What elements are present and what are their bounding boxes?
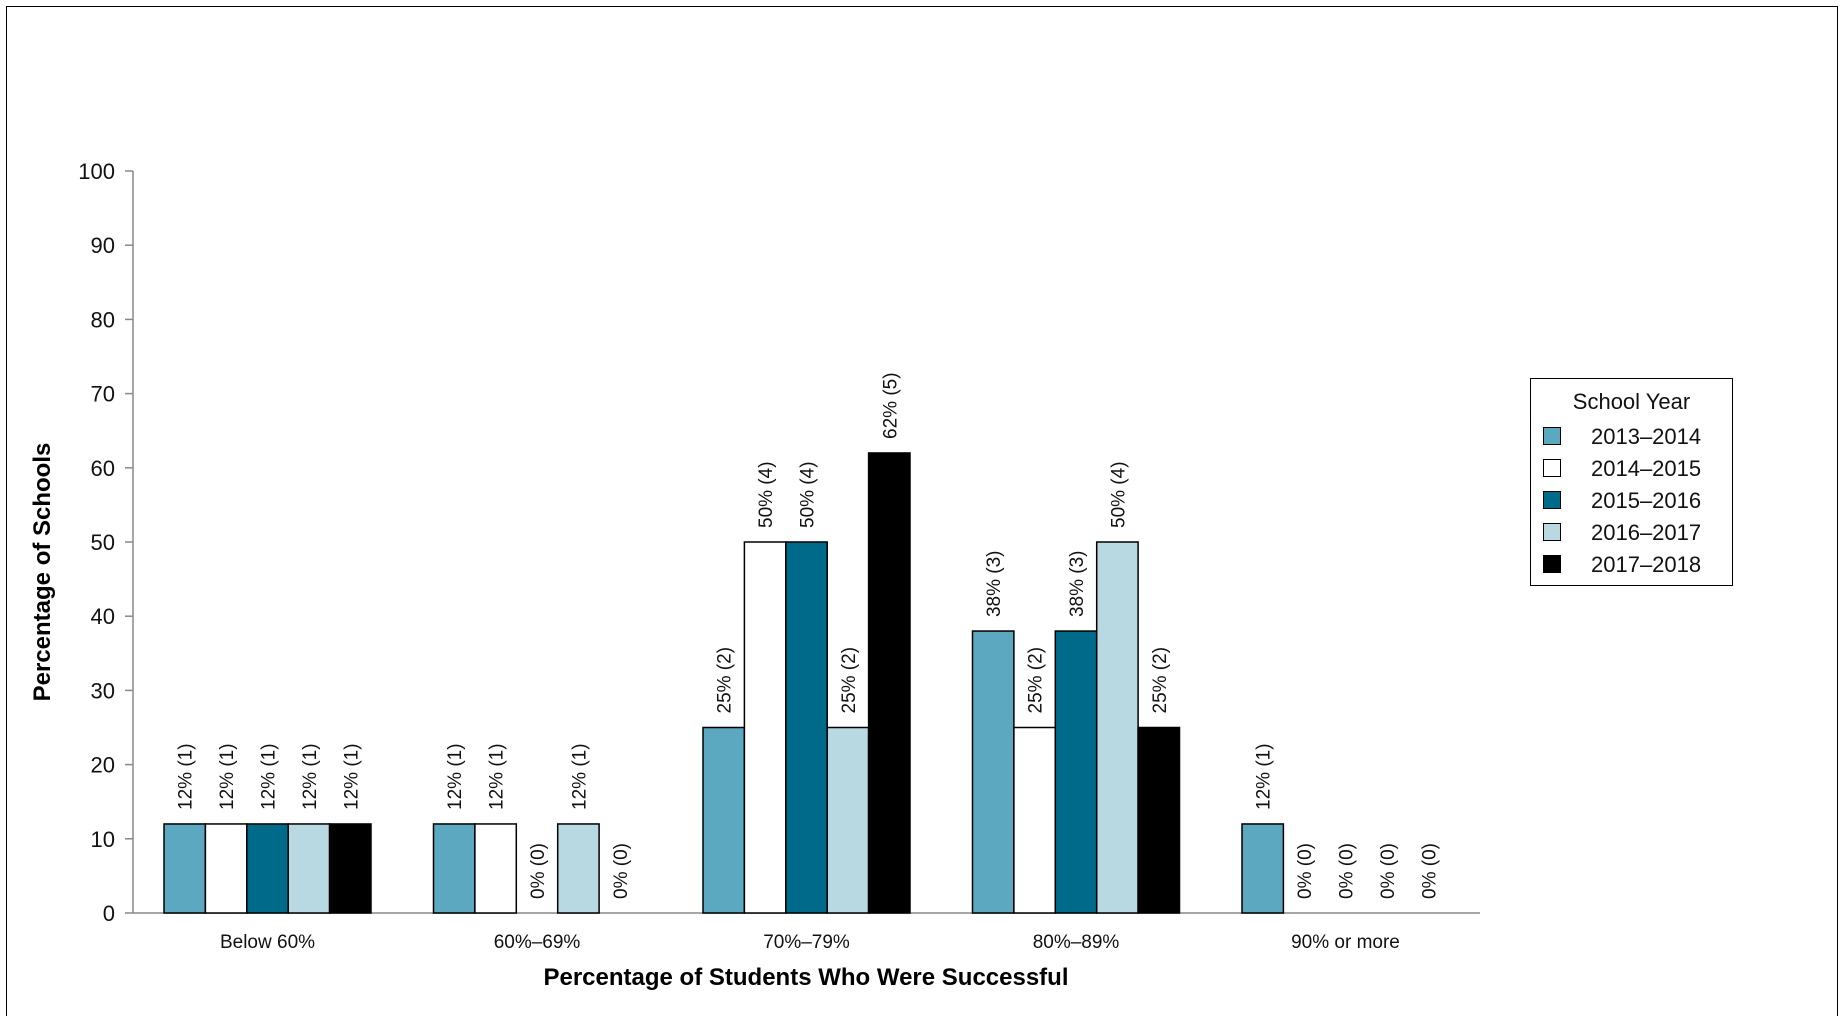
x-category-label: 60%–69% (494, 932, 581, 953)
bar-2017–2018-70%–79% (867, 452, 911, 914)
bar-2015–2016-80%–89% (1054, 630, 1098, 914)
legend-label: 2017–2018 (1591, 552, 1702, 577)
data-label: 38% (3) (1067, 551, 1088, 618)
legend-item-2013-2014: 2013–2014 (1543, 424, 1728, 449)
bar-2015–2016-Below 60% (246, 823, 289, 914)
bar-2013–2014-60%–69% (432, 823, 476, 914)
legend-swatch (1543, 427, 1561, 445)
legend: School Year 2013–2014 2014–2015 2015–201… (1530, 378, 1733, 586)
y-axis-title: Percentage of Schools (29, 443, 56, 702)
y-tick-label: 50 (91, 530, 115, 555)
bar-2016–2017-80%–89% (1095, 541, 1139, 914)
bar-2016–2017-Below 60% (287, 823, 331, 914)
y-tick-label: 20 (91, 753, 115, 778)
x-axis-title: Percentage of Students Who Were Successf… (543, 964, 1068, 991)
legend-swatch (1543, 555, 1561, 573)
bar-2017–2018-80%–89% (1137, 726, 1181, 914)
y-tick-label: 40 (91, 604, 115, 629)
bar-2014–2015-60%–69% (474, 823, 518, 914)
data-label: 12% (1) (300, 743, 321, 810)
legend-label: 2013–2014 (1591, 424, 1702, 449)
x-category-label: 90% or more (1291, 932, 1400, 953)
data-label: 25% (2) (1026, 647, 1047, 714)
bar-2013–2014-70%–79% (702, 726, 746, 914)
legend-item-2014-2015: 2014–2015 (1543, 456, 1728, 481)
data-label: 0% (0) (1419, 843, 1440, 899)
legend-label: 2014–2015 (1591, 456, 1702, 481)
y-tick-label: 80 (91, 307, 115, 332)
y-tick-label: 30 (91, 678, 115, 703)
data-label: 25% (2) (1150, 647, 1171, 714)
y-tick-label: 10 (91, 827, 115, 852)
bar-2016–2017-60%–69% (556, 823, 600, 914)
data-label: 0% (0) (1337, 843, 1358, 899)
data-label: 12% (1) (176, 743, 197, 810)
legend-swatch (1543, 459, 1561, 477)
data-label: 0% (0) (611, 843, 632, 899)
legend-swatch (1543, 491, 1561, 509)
data-label: 50% (4) (1108, 461, 1129, 528)
legend-item-2017-2018: 2017–2018 (1543, 552, 1728, 577)
y-tick-label: 90 (91, 233, 115, 258)
data-label: 12% (1) (445, 743, 466, 810)
data-label: 12% (1) (487, 743, 508, 810)
bar-2014–2015-70%–79% (743, 541, 787, 914)
legend-label: 2016–2017 (1591, 520, 1702, 545)
data-label: 12% (1) (1254, 743, 1275, 810)
legend-title: School Year (1572, 389, 1691, 414)
y-tick-label: 70 (91, 382, 115, 407)
data-label: 50% (4) (756, 461, 777, 528)
legend-item-2016-2017: 2016–2017 (1543, 520, 1728, 545)
legend-label: 2015–2016 (1591, 488, 1702, 513)
labels-layer: 12% (1) 12% (1) 25% (2) 38% (3) 12% (1) 12% (… (176, 372, 1441, 953)
x-category-label: Below 60% (220, 932, 315, 953)
bar-2016–2017-70%–79% (826, 726, 870, 914)
data-label: 0% (0) (528, 843, 549, 899)
y-tick-label: 100 (78, 159, 115, 184)
data-label: 62% (5) (880, 372, 901, 439)
bars-layer (163, 452, 1285, 914)
data-label: 25% (2) (715, 647, 736, 714)
data-label: 25% (2) (839, 647, 860, 714)
chart-frame (6, 6, 1838, 1016)
y-tick-label: 0 (103, 901, 115, 926)
x-category-label: 70%–79% (763, 932, 850, 953)
data-label: 50% (4) (798, 461, 819, 528)
bar-2017–2018-Below 60% (328, 823, 372, 914)
data-label: 12% (1) (569, 743, 590, 810)
bar-2014–2015-Below 60% (204, 823, 248, 914)
bar-2013–2014-90% or more (1241, 823, 1285, 914)
bar-2013–2014-Below 60% (163, 823, 207, 914)
data-label: 12% (1) (341, 743, 362, 810)
data-label: 0% (0) (1378, 843, 1399, 899)
data-label: 0% (0) (1295, 843, 1316, 899)
data-label: 12% (1) (259, 743, 280, 810)
bar-2014–2015-80%–89% (1013, 726, 1057, 914)
data-label: 12% (1) (217, 743, 238, 810)
legend-item-2015-2016: 2015–2016 (1543, 488, 1728, 513)
bar-2013–2014-80%–89% (971, 630, 1015, 914)
data-label: 38% (3) (984, 551, 1005, 618)
x-category-label: 80%–89% (1033, 932, 1120, 953)
bar-2015–2016-70%–79% (785, 541, 828, 914)
y-tick-label: 60 (91, 456, 115, 481)
legend-swatch (1543, 523, 1561, 541)
